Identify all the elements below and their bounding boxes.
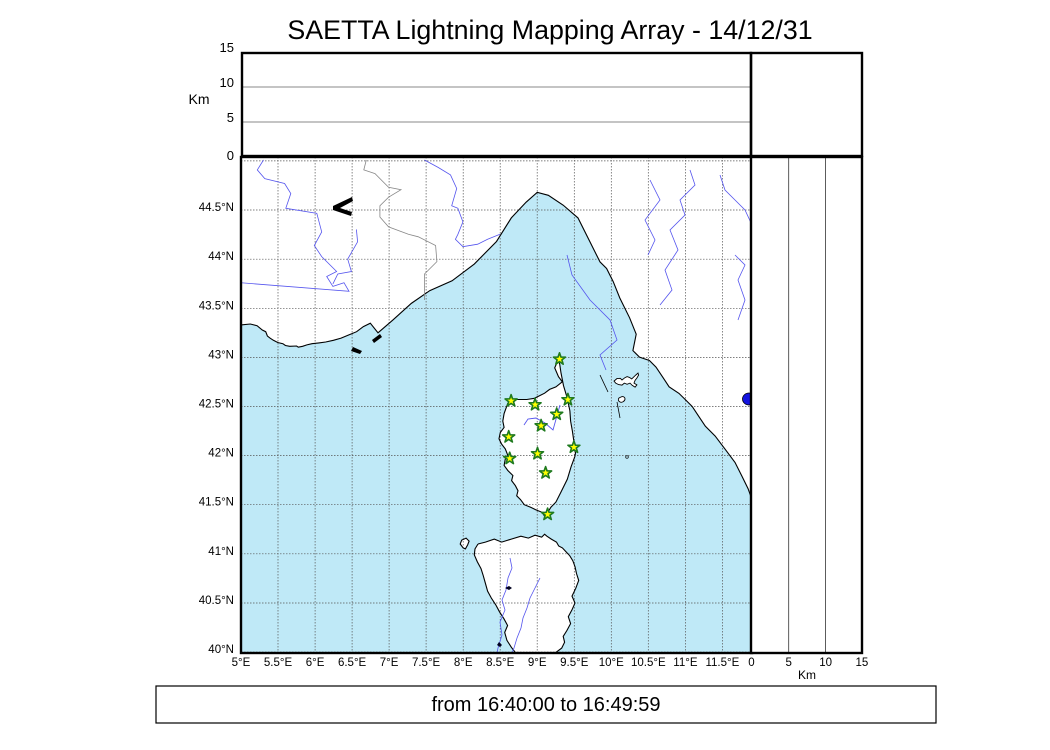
svg-text:from 16:40:00 to 16:49:59: from 16:40:00 to 16:49:59 xyxy=(431,694,660,716)
